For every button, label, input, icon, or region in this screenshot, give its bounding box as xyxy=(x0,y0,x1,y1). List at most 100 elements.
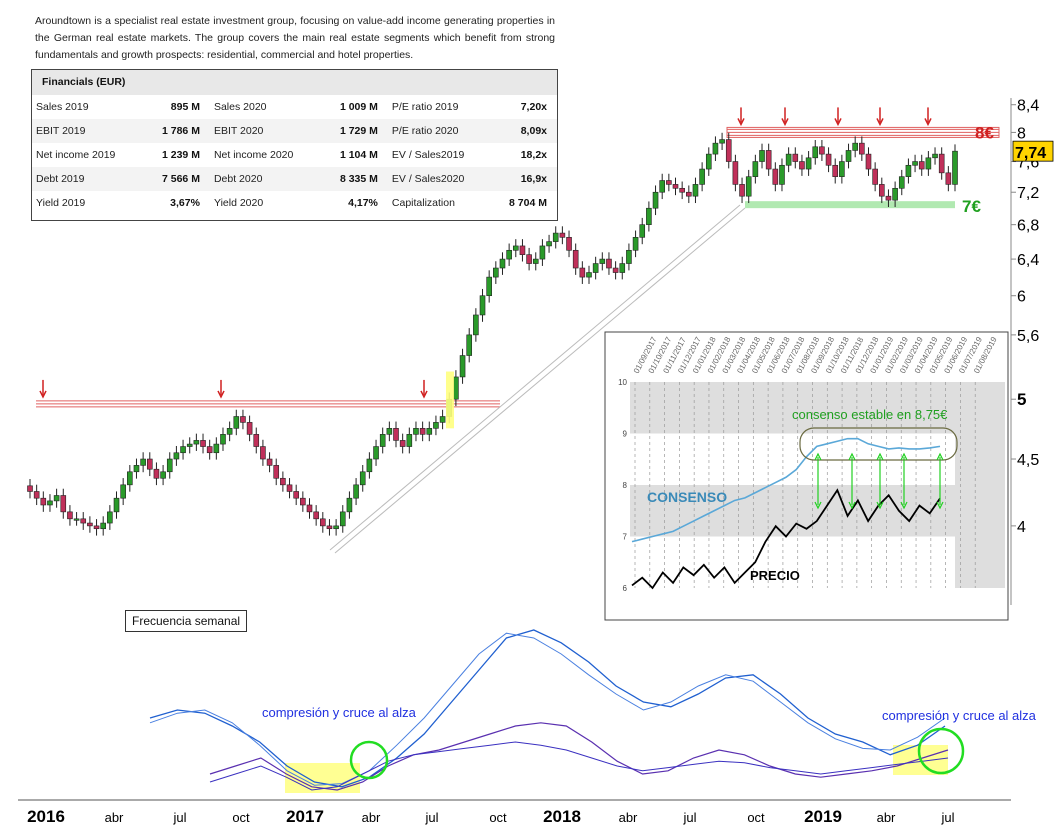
red-arrow-head xyxy=(924,118,932,127)
red-arrow-head xyxy=(834,118,842,127)
financial-label: Yield 2020 xyxy=(213,197,264,209)
candle xyxy=(872,168,878,185)
candle xyxy=(885,195,892,201)
candle xyxy=(473,314,479,336)
y-tick-label: 4,5 xyxy=(1017,452,1039,469)
trendline xyxy=(329,204,741,551)
financial-label: Sales 2020 xyxy=(213,101,267,113)
candle xyxy=(93,525,100,530)
x-tick-label: abr xyxy=(362,810,381,825)
x-tick-label: jul xyxy=(682,810,696,825)
candle xyxy=(486,276,492,297)
consenso-ellipse xyxy=(799,427,958,461)
financial-value: 1 729 M xyxy=(321,119,388,143)
candle xyxy=(666,180,672,185)
y-tick-label: 8,4 xyxy=(1017,98,1039,115)
candle xyxy=(699,168,705,185)
y-tick-label: 7,2 xyxy=(1017,185,1039,202)
candle xyxy=(479,295,486,316)
candle xyxy=(240,416,246,423)
candle xyxy=(393,428,399,441)
candle xyxy=(399,440,406,447)
financials-title: Financials (EUR) xyxy=(32,70,557,95)
candle xyxy=(306,504,313,513)
x-tick-label: jul xyxy=(172,810,186,825)
candle xyxy=(146,458,153,470)
breakout-highlight xyxy=(446,371,454,429)
candle xyxy=(612,267,619,273)
inset-y-label: 8 xyxy=(623,481,628,490)
candle xyxy=(67,511,73,520)
candle xyxy=(712,142,719,155)
candle xyxy=(679,187,685,193)
candle xyxy=(692,184,699,197)
candle xyxy=(293,491,299,499)
inset-y-label: 9 xyxy=(623,430,628,439)
candle xyxy=(878,184,885,197)
candle xyxy=(439,416,446,423)
candle xyxy=(453,376,459,400)
x-tick-label: 2019 xyxy=(804,807,842,826)
candle xyxy=(180,446,186,454)
candle xyxy=(493,267,499,278)
consenso-label: CONSENSO xyxy=(647,489,727,505)
candle xyxy=(107,511,113,524)
candle xyxy=(739,184,745,197)
inset-band xyxy=(630,382,955,434)
candle xyxy=(539,245,546,260)
candle xyxy=(805,157,812,170)
red-arrow-head xyxy=(39,390,47,399)
oscillator-line xyxy=(149,629,946,788)
candle xyxy=(300,497,306,506)
candle xyxy=(80,518,87,524)
candle xyxy=(839,161,845,177)
candle xyxy=(173,452,180,460)
x-tick-label: 2016 xyxy=(27,807,65,826)
candle xyxy=(459,355,466,378)
x-tick-label: jul xyxy=(424,810,438,825)
financials-table: Financials (EUR) Sales 2019 895 M Sales 20… xyxy=(31,69,558,221)
candle xyxy=(526,254,532,264)
frequency-label: Frecuencia semanal xyxy=(125,610,248,632)
candle xyxy=(639,224,646,238)
candle xyxy=(792,153,799,162)
candle xyxy=(945,172,952,185)
inset-y-label: 7 xyxy=(623,533,628,542)
financial-label: EBIT 2020 xyxy=(209,119,322,143)
candle xyxy=(892,187,898,201)
candle xyxy=(120,484,126,499)
financial-value: 7 566 M xyxy=(143,167,210,191)
candle xyxy=(546,241,552,247)
cross-circle-2 xyxy=(917,727,965,775)
green-arrow-head xyxy=(848,452,856,510)
candle xyxy=(825,153,832,166)
candle xyxy=(200,440,206,447)
candle xyxy=(133,465,140,473)
candle xyxy=(785,153,792,166)
x-tick-label: oct xyxy=(747,810,765,825)
candle xyxy=(253,434,260,447)
cross-circle-1 xyxy=(349,740,389,780)
candle xyxy=(186,443,193,447)
financial-label: P/E ratio 2020 xyxy=(387,119,491,143)
candle xyxy=(938,153,945,174)
candle xyxy=(832,164,839,177)
candle xyxy=(213,443,220,454)
financials-row: EBIT 2019 1 786 M EBIT 2020 1 729 M P/E rati… xyxy=(32,119,557,143)
candle xyxy=(686,191,692,197)
financials-grid: Sales 2019 895 M Sales 2020 1 009 M P/E rati… xyxy=(32,95,557,215)
oscillator-line xyxy=(209,722,949,791)
candle xyxy=(512,245,519,251)
candle xyxy=(599,258,606,264)
financial-label: EV / Sales2020 xyxy=(387,167,491,191)
candle xyxy=(73,518,80,521)
candle xyxy=(333,525,339,530)
candle xyxy=(233,416,240,429)
candle xyxy=(579,267,586,278)
candle xyxy=(426,428,433,435)
candle xyxy=(386,428,393,435)
financial-value: 18,2x xyxy=(520,149,547,161)
candle xyxy=(206,446,213,454)
financial-label: Net income 2019 xyxy=(36,149,116,161)
